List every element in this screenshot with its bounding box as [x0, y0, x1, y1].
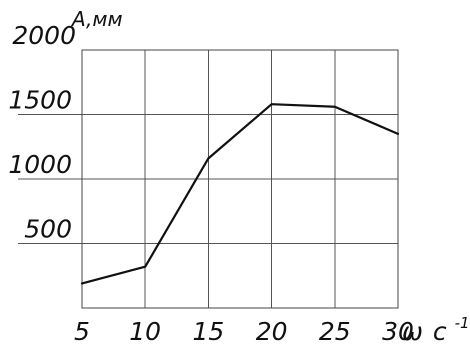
y-tick-label: 500 [24, 215, 72, 244]
grid [18, 50, 398, 308]
x-axis-symbol: ω [402, 317, 423, 346]
series [80, 103, 400, 285]
plot-border [81, 49, 399, 309]
x-axis-unit: c [433, 317, 447, 346]
x-axis-title: ω c -1 [402, 314, 470, 346]
x-tick-label: 5 [74, 317, 90, 346]
x-tick-label: 20 [256, 317, 288, 346]
series-line [80, 103, 400, 285]
y-tick-label: 1000 [8, 150, 72, 179]
axis-titles: A,мм ω c -1 [70, 7, 470, 346]
y-tick-label: 1500 [8, 86, 72, 115]
x-tick-label: 15 [192, 317, 224, 346]
y-axis-title: A,мм [70, 7, 123, 31]
x-tick-label: 10 [129, 317, 161, 346]
x-axis-exponent: -1 [455, 314, 470, 332]
x-tick-label: 25 [319, 317, 351, 346]
y-tick-label: 2000 [12, 21, 76, 50]
x-tick-label: 30 [382, 317, 414, 346]
y-axis-ticks: 500 1000 1500 2000 [8, 21, 76, 244]
x-axis-ticks: 5 10 15 20 25 30 [74, 317, 414, 346]
plot-frame [81, 49, 399, 309]
